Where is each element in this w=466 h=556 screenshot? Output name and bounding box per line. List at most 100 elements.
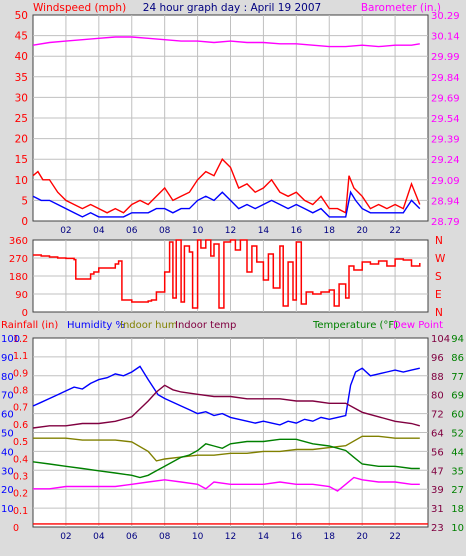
windspeed-tick: 25 [15, 113, 28, 125]
rainfall-tick: 0.9 [13, 368, 28, 379]
temperature-tick: 60 [451, 410, 464, 421]
wind-x-tick: 06 [126, 226, 138, 236]
rainfall-tick-labels: 0 0.1 0.2 0.3 0.4 0.5 0.6 0.7 0.8 0.9 1.1 1.2 [13, 334, 28, 534]
rainfall-tick: 0.3 [13, 471, 28, 482]
humidity-line [32, 365, 420, 426]
rainfall-tick: 0.4 [13, 454, 28, 465]
legend-dew-point: Dew Point [393, 320, 443, 331]
wind-x-tick: 14 [258, 226, 270, 236]
climate-x-tick: 12 [225, 532, 236, 542]
temperature-tick: 94 [451, 334, 464, 345]
temperature-tick-labels-b: 10 18 27 35 44 52 60 69 77 86 94 [451, 334, 464, 534]
climate-x-tick: 06 [126, 532, 138, 542]
indoor-temp-line [32, 384, 420, 429]
indoor-temp-tick: 80 [431, 391, 444, 402]
humidity-tick: 80 [1, 372, 14, 383]
temperature-tick: 10 [451, 523, 464, 534]
temperature-tick: 18 [451, 504, 464, 515]
legend-indoor-temp: Indoor temp [175, 320, 236, 331]
dew-point-line [33, 476, 420, 492]
wind-x-tick: 16 [291, 226, 303, 236]
rainfall-tick: 0.8 [13, 386, 28, 397]
barometer-tick: 29.54 [431, 114, 460, 125]
indoor-temp-tick: 31 [431, 504, 444, 515]
indoor-temp-tick: 96 [431, 353, 444, 364]
rainfall-tick: 0.2 [13, 489, 28, 500]
climate-x-tick: 22 [389, 532, 400, 542]
barometer-tick: 30.14 [431, 32, 460, 43]
indoor-temp-tick: 88 [431, 372, 444, 383]
direction-tick-labels: 360 270 180 90 0 [9, 236, 28, 319]
humidity-tick: 70 [1, 391, 14, 402]
temperature-tick-labels-a: 23 31 39 47 56 64 72 80 88 96 104 [431, 334, 450, 534]
rainfall-tick: 0 [13, 523, 19, 534]
climate-x-tick: 10 [192, 532, 204, 542]
wind-x-tick: 02 [60, 226, 71, 236]
barometer-tick-labels: 28.79 28.94 29.09 29.24 29.39 29.54 29.69 29.84… [431, 11, 460, 228]
humidity-tick-labels: 10 20 30 40 50 60 70 80 90 100 [1, 334, 20, 515]
barometer-tick: 29.69 [431, 93, 460, 104]
avg-wind-line [32, 190, 421, 218]
direction-tick: 0 [22, 308, 28, 319]
climate-x-tick: 20 [356, 532, 368, 542]
rainfall-tick: 0.6 [13, 420, 28, 431]
barometer-tick: 29.24 [431, 155, 460, 166]
climate-series [32, 365, 428, 525]
rainfall-tick: 1.1 [13, 351, 28, 362]
barometer-tick: 29.84 [431, 73, 460, 84]
direction-tick: 180 [9, 272, 28, 283]
windspeed-tick: 15 [15, 154, 28, 166]
direction-tick: 360 [9, 236, 28, 247]
climate-x-tick: 02 [60, 532, 71, 542]
temperature-tick: 52 [451, 429, 464, 440]
compass-label: E [435, 289, 442, 301]
barometer-tick: 28.94 [431, 196, 460, 207]
chart-title: 24 hour graph day : April 19 2007 [143, 2, 321, 14]
windspeed-tick-labels: 0 5 10 15 20 25 30 35 40 45 50 [15, 10, 28, 228]
climate-x-tick-labels: 02 04 06 08 10 12 14 16 18 20 22 [60, 532, 401, 542]
direction-tick: 270 [9, 254, 28, 265]
windspeed-tick: 40 [15, 51, 28, 63]
barometer-tick: 29.09 [431, 176, 460, 187]
rainfall-tick: 1.2 [13, 334, 28, 345]
wind-x-tick: 08 [159, 226, 171, 236]
windspeed-tick: 45 [15, 31, 28, 43]
indoor-temp-tick: 64 [431, 429, 444, 440]
windspeed-tick: 20 [15, 134, 28, 146]
wind-x-tick: 18 [324, 226, 336, 236]
windspeed-tick: 50 [15, 10, 28, 22]
temperature-tick: 69 [451, 391, 464, 402]
gust-line [32, 158, 421, 214]
indoor-temp-tick: 72 [431, 410, 444, 421]
windspeed-tick: 0 [21, 216, 28, 228]
temperature-tick: 86 [451, 353, 464, 364]
climate-x-tick: 04 [93, 532, 105, 542]
legend-indoor-hum: Indoor hum [120, 320, 178, 331]
climate-x-tick: 08 [159, 532, 171, 542]
humidity-tick: 100 [1, 334, 20, 345]
climate-x-tick: 16 [291, 532, 303, 542]
legend-humidity: Humidity % [67, 320, 125, 331]
humidity-tick: 90 [1, 353, 14, 364]
temperature-tick: 44 [451, 447, 464, 458]
direction-series [33, 239, 421, 309]
humidity-tick: 60 [1, 410, 14, 421]
legend-temperature: Temperature (°F) [312, 320, 398, 331]
wind-x-tick: 22 [389, 226, 400, 236]
rainfall-tick: 0.1 [13, 506, 28, 517]
temperature-line [32, 438, 420, 479]
windspeed-tick: 10 [15, 175, 28, 187]
windspeed-axis-title: Windspeed (mph) [33, 2, 126, 14]
barometer-axis-title: Barometer (in.) [361, 2, 441, 14]
humidity-tick: 10 [1, 504, 14, 515]
direction-line [33, 239, 421, 309]
temperature-tick: 27 [451, 485, 464, 496]
wind-series [32, 36, 421, 218]
rainfall-tick: 0.7 [13, 403, 28, 414]
rainfall-tick: 0.5 [13, 437, 28, 448]
indoor-temp-tick: 23 [431, 523, 444, 534]
compass-label: S [435, 271, 442, 283]
indoor-humidity-line [33, 435, 420, 462]
windspeed-tick: 35 [15, 72, 28, 84]
